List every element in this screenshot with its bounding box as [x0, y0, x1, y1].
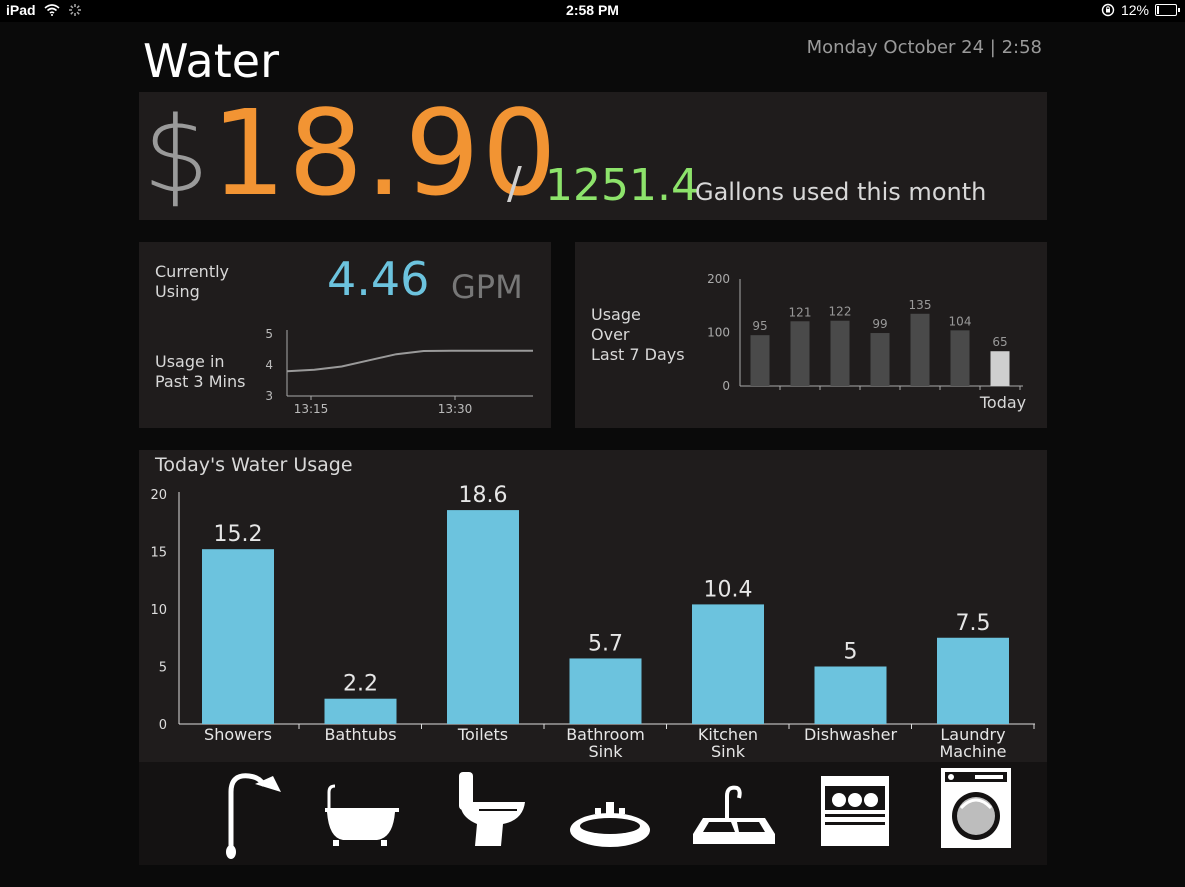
week-chart-bar: [990, 351, 1010, 386]
today-chart-y-tick: 15: [150, 546, 167, 561]
today-chart-category-label: Bathroom Sink: [566, 725, 645, 761]
shower-icon[interactable]: [193, 762, 283, 865]
weekly-label-line3: Last 7 Days: [591, 345, 685, 364]
bathroom-sink-icon[interactable]: [565, 762, 655, 865]
line-chart-y-tick: 5: [265, 327, 273, 341]
today-chart-value-label: 15.2: [214, 522, 263, 547]
battery-percent: 12%: [1120, 2, 1149, 18]
washing-machine-icon[interactable]: [931, 762, 1021, 865]
week-chart-y-tick: 0: [722, 379, 730, 393]
line-chart-y-tick: 3: [265, 389, 273, 403]
week-chart-category-label: Today: [979, 393, 1026, 412]
today-bar-chart: 0 5 10 15 20 15.2 Showers 2.2 Bathtubs 18.6 Toilet…: [150, 483, 1035, 761]
current-label: Currently Using: [155, 262, 229, 302]
weekly-label: Usage Over Last 7 Days: [591, 305, 685, 365]
week-chart-value-label: 99: [872, 317, 887, 331]
line-chart-series: [286, 349, 533, 373]
today-chart-value-label: 18.6: [459, 483, 508, 508]
current-label-line1: Currently: [155, 262, 230, 281]
weekly-bar-chart: 0 100 200 95 121 122 99 135 104 65 Today: [707, 272, 1026, 412]
week-chart-value-label: 121: [789, 305, 812, 319]
monthly-cost: 18.90: [211, 84, 559, 222]
today-chart-value-label: 2.2: [343, 672, 378, 697]
monthly-gallons: 1251.4: [545, 160, 699, 211]
currency-symbol: $: [143, 94, 210, 216]
dishwasher-icon[interactable]: [809, 762, 899, 865]
kitchen-sink-icon[interactable]: [687, 762, 777, 865]
gallons-label: Gallons used this month: [695, 178, 987, 206]
today-chart-bar: [447, 510, 519, 724]
today-chart-value-label: 10.4: [704, 577, 753, 602]
week-chart-value-label: 95: [752, 319, 767, 333]
today-chart-bar: [569, 658, 642, 724]
line-chart-y-tick: 4: [265, 358, 273, 372]
history-label: Usage in Past 3 Mins: [155, 352, 245, 392]
today-chart-bar: [692, 604, 764, 724]
today-chart-bar: [814, 666, 887, 724]
line-chart-x-tick: 13:15: [294, 402, 329, 416]
weekly-label-line2: Over: [591, 325, 630, 344]
rotation-lock-icon: [1101, 3, 1115, 17]
week-chart-value-label: 104: [949, 314, 972, 328]
weekly-label-line1: Usage: [591, 305, 641, 324]
battery-icon: [1155, 4, 1180, 16]
page-title: Water: [143, 34, 279, 88]
gpm-unit: GPM: [451, 268, 523, 306]
history-label-line2: Past 3 Mins: [155, 372, 246, 391]
activity-spinner-icon: [68, 4, 81, 16]
week-chart-bar: [910, 313, 930, 386]
week-chart-bar: [830, 320, 850, 386]
today-chart-value-label: 5: [844, 640, 858, 665]
today-chart-category-label: Showers: [204, 725, 272, 744]
history-label-line1: Usage in: [155, 352, 225, 371]
today-chart-y-tick: 0: [159, 718, 167, 733]
current-usage-panel: Currently Using 4.46 GPM Usage in Past 3…: [139, 242, 551, 428]
week-chart-value-label: 122: [829, 305, 852, 319]
today-usage-panel: Today's Water Usage 0 5 10 15 20 15.2 Showers 2…: [139, 450, 1047, 865]
today-usage-title: Today's Water Usage: [155, 454, 353, 476]
week-chart-y-tick: 100: [707, 326, 730, 340]
today-chart-y-tick: 20: [150, 488, 167, 503]
today-chart-bar: [324, 698, 397, 724]
week-chart-bar: [790, 321, 810, 386]
line-chart-x-tick: 13:30: [438, 402, 473, 416]
today-chart-category-label: Dishwasher: [804, 725, 897, 744]
today-chart-value-label: 5.7: [588, 631, 623, 656]
weekly-usage-panel: Usage Over Last 7 Days 0 100 200 95 121 122 99…: [575, 242, 1047, 428]
fixture-icons-row: [139, 762, 1047, 865]
status-bar: iPad 2:58 PM 12%: [0, 0, 1185, 22]
week-chart-bar: [950, 330, 970, 386]
week-chart-y-tick: 200: [707, 272, 730, 286]
clock: 2:58 PM: [566, 2, 619, 18]
week-chart-bar: [750, 335, 770, 386]
wifi-icon: [44, 4, 60, 16]
date-time: Monday October 24 | 2:58: [806, 37, 1042, 58]
bathtub-icon[interactable]: [315, 762, 405, 865]
separator: /: [507, 158, 522, 209]
today-chart-category-label: Kitchen Sink: [698, 725, 758, 761]
week-chart-bar: [870, 333, 890, 386]
today-chart-y-tick: 10: [150, 603, 167, 618]
today-chart-bar: [202, 549, 274, 724]
toilet-icon[interactable]: [437, 762, 527, 865]
gpm-value: 4.46: [327, 252, 430, 306]
monthly-summary-panel: $ 18.90 / 1251.4 Gallons used this month: [139, 84, 1047, 222]
today-chart-category-label: Laundry Machine: [940, 725, 1007, 761]
week-chart-value-label: 135: [909, 298, 932, 312]
today-chart-category-label: Toilets: [457, 725, 508, 744]
today-chart-y-tick: 5: [159, 661, 167, 676]
flow-rate-line-chart: 3 4 5 13:15 13:30: [265, 327, 533, 416]
today-chart-bar: [937, 637, 1009, 724]
current-label-line2: Using: [155, 282, 200, 301]
today-chart-value-label: 7.5: [956, 611, 991, 636]
week-chart-value-label: 65: [992, 335, 1007, 349]
device-name: iPad: [6, 2, 36, 18]
today-chart-category-label: Bathtubs: [324, 725, 396, 744]
